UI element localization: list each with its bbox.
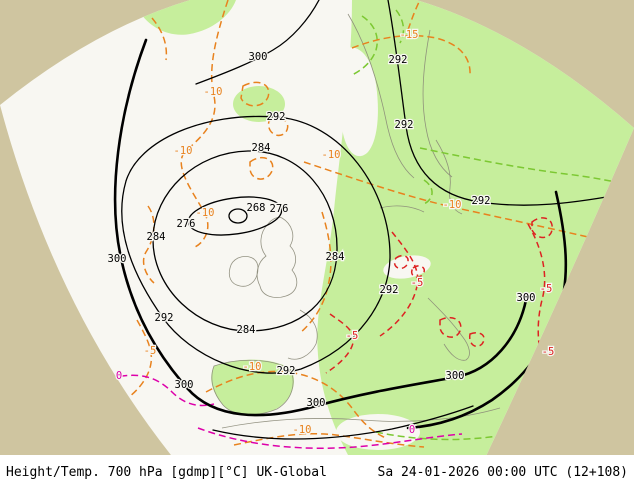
height-contour-268 [228,208,248,224]
map-projection-area [0,0,634,455]
contour-label-height: 292 [380,284,399,296]
contour-label-red: -5 [542,346,555,358]
temp-contours-orange [128,0,634,448]
height-contour-284 [152,150,338,332]
height-contours [113,0,634,440]
contour-label-height: 284 [237,324,256,336]
contour-label-height: 284 [252,142,271,154]
contour-label-orange: -10 [174,145,193,157]
contour-label-height: 276 [270,203,289,215]
white-patch-norway [339,47,378,157]
contour-label-orange: -15 [400,29,419,41]
contour-label-orange: -10 [443,199,462,211]
contour-label-magenta: 0 [409,424,415,436]
coast-sweden [422,29,453,178]
coast-denmark [379,205,425,213]
contour-label-height: 300 [307,397,326,409]
contour-label-orange: -10 [322,149,341,161]
contour-label-height: 300 [108,253,127,265]
contour-label-height: 292 [395,119,414,131]
green-band-iceland [233,86,285,122]
contour-label-height: 292 [389,54,408,66]
contour-label-orange: -10 [293,424,312,436]
coast-france [287,309,318,360]
contour-label-height: 300 [175,379,194,391]
coast-baltic [435,139,463,215]
caption-bar: Height/Temp. 700 hPa [gdmp][°C] UK-Globa… [0,455,634,490]
contour-label-height: 292 [155,312,174,324]
contour-label-height: 268 [247,202,266,214]
height-contour-292-loop [121,115,391,374]
contour-label-orange: -10 [196,207,215,219]
contour-label-height: 300 [249,51,268,63]
contour-label-height: 300 [517,292,536,304]
contour-label-height: 276 [177,218,196,230]
height-contour-292-east [387,0,634,206]
coast-norway [347,13,415,179]
contour-label-height: 284 [326,251,345,263]
contour-label-magenta: 0 [116,370,122,382]
contour-label-red: -5 [346,330,359,342]
contour-label-orange: -10 [204,86,223,98]
caption-title: Height/Temp. 700 hPa [gdmp][°C] UK-Globa… [6,465,327,480]
contour-label-height: 300 [446,370,465,382]
weather-map-canvas: 300 292 292 292 284 268 276 276 284 284 300 292 292 2… [0,0,634,455]
contour-label-height: 292 [277,365,296,377]
white-patch-alps [383,255,431,279]
contour-label-red: -5 [411,277,424,289]
height-contour-south [212,405,474,440]
contour-label-orange: -5 [144,345,157,357]
height-contour-300-top [195,0,320,85]
height-contour-300-main [113,38,528,417]
coast-iberia [211,359,294,415]
height-contour-276 [187,196,283,236]
contour-label-height: 284 [147,231,166,243]
warm-band-fills [138,0,634,455]
contour-label-red: -5 [540,283,553,295]
contour-label-orange: -10 [243,361,262,373]
contour-labels: 300 292 292 292 284 268 276 276 284 284 300 292 292 2… [106,28,555,438]
contour-label-height: 292 [472,195,491,207]
coast-italy [427,297,470,361]
caption-datetime: Sa 24-01-2026 00:00 UTC (12+108) [377,465,628,480]
contour-label-height: 292 [267,111,286,123]
coast-ireland [228,256,259,287]
